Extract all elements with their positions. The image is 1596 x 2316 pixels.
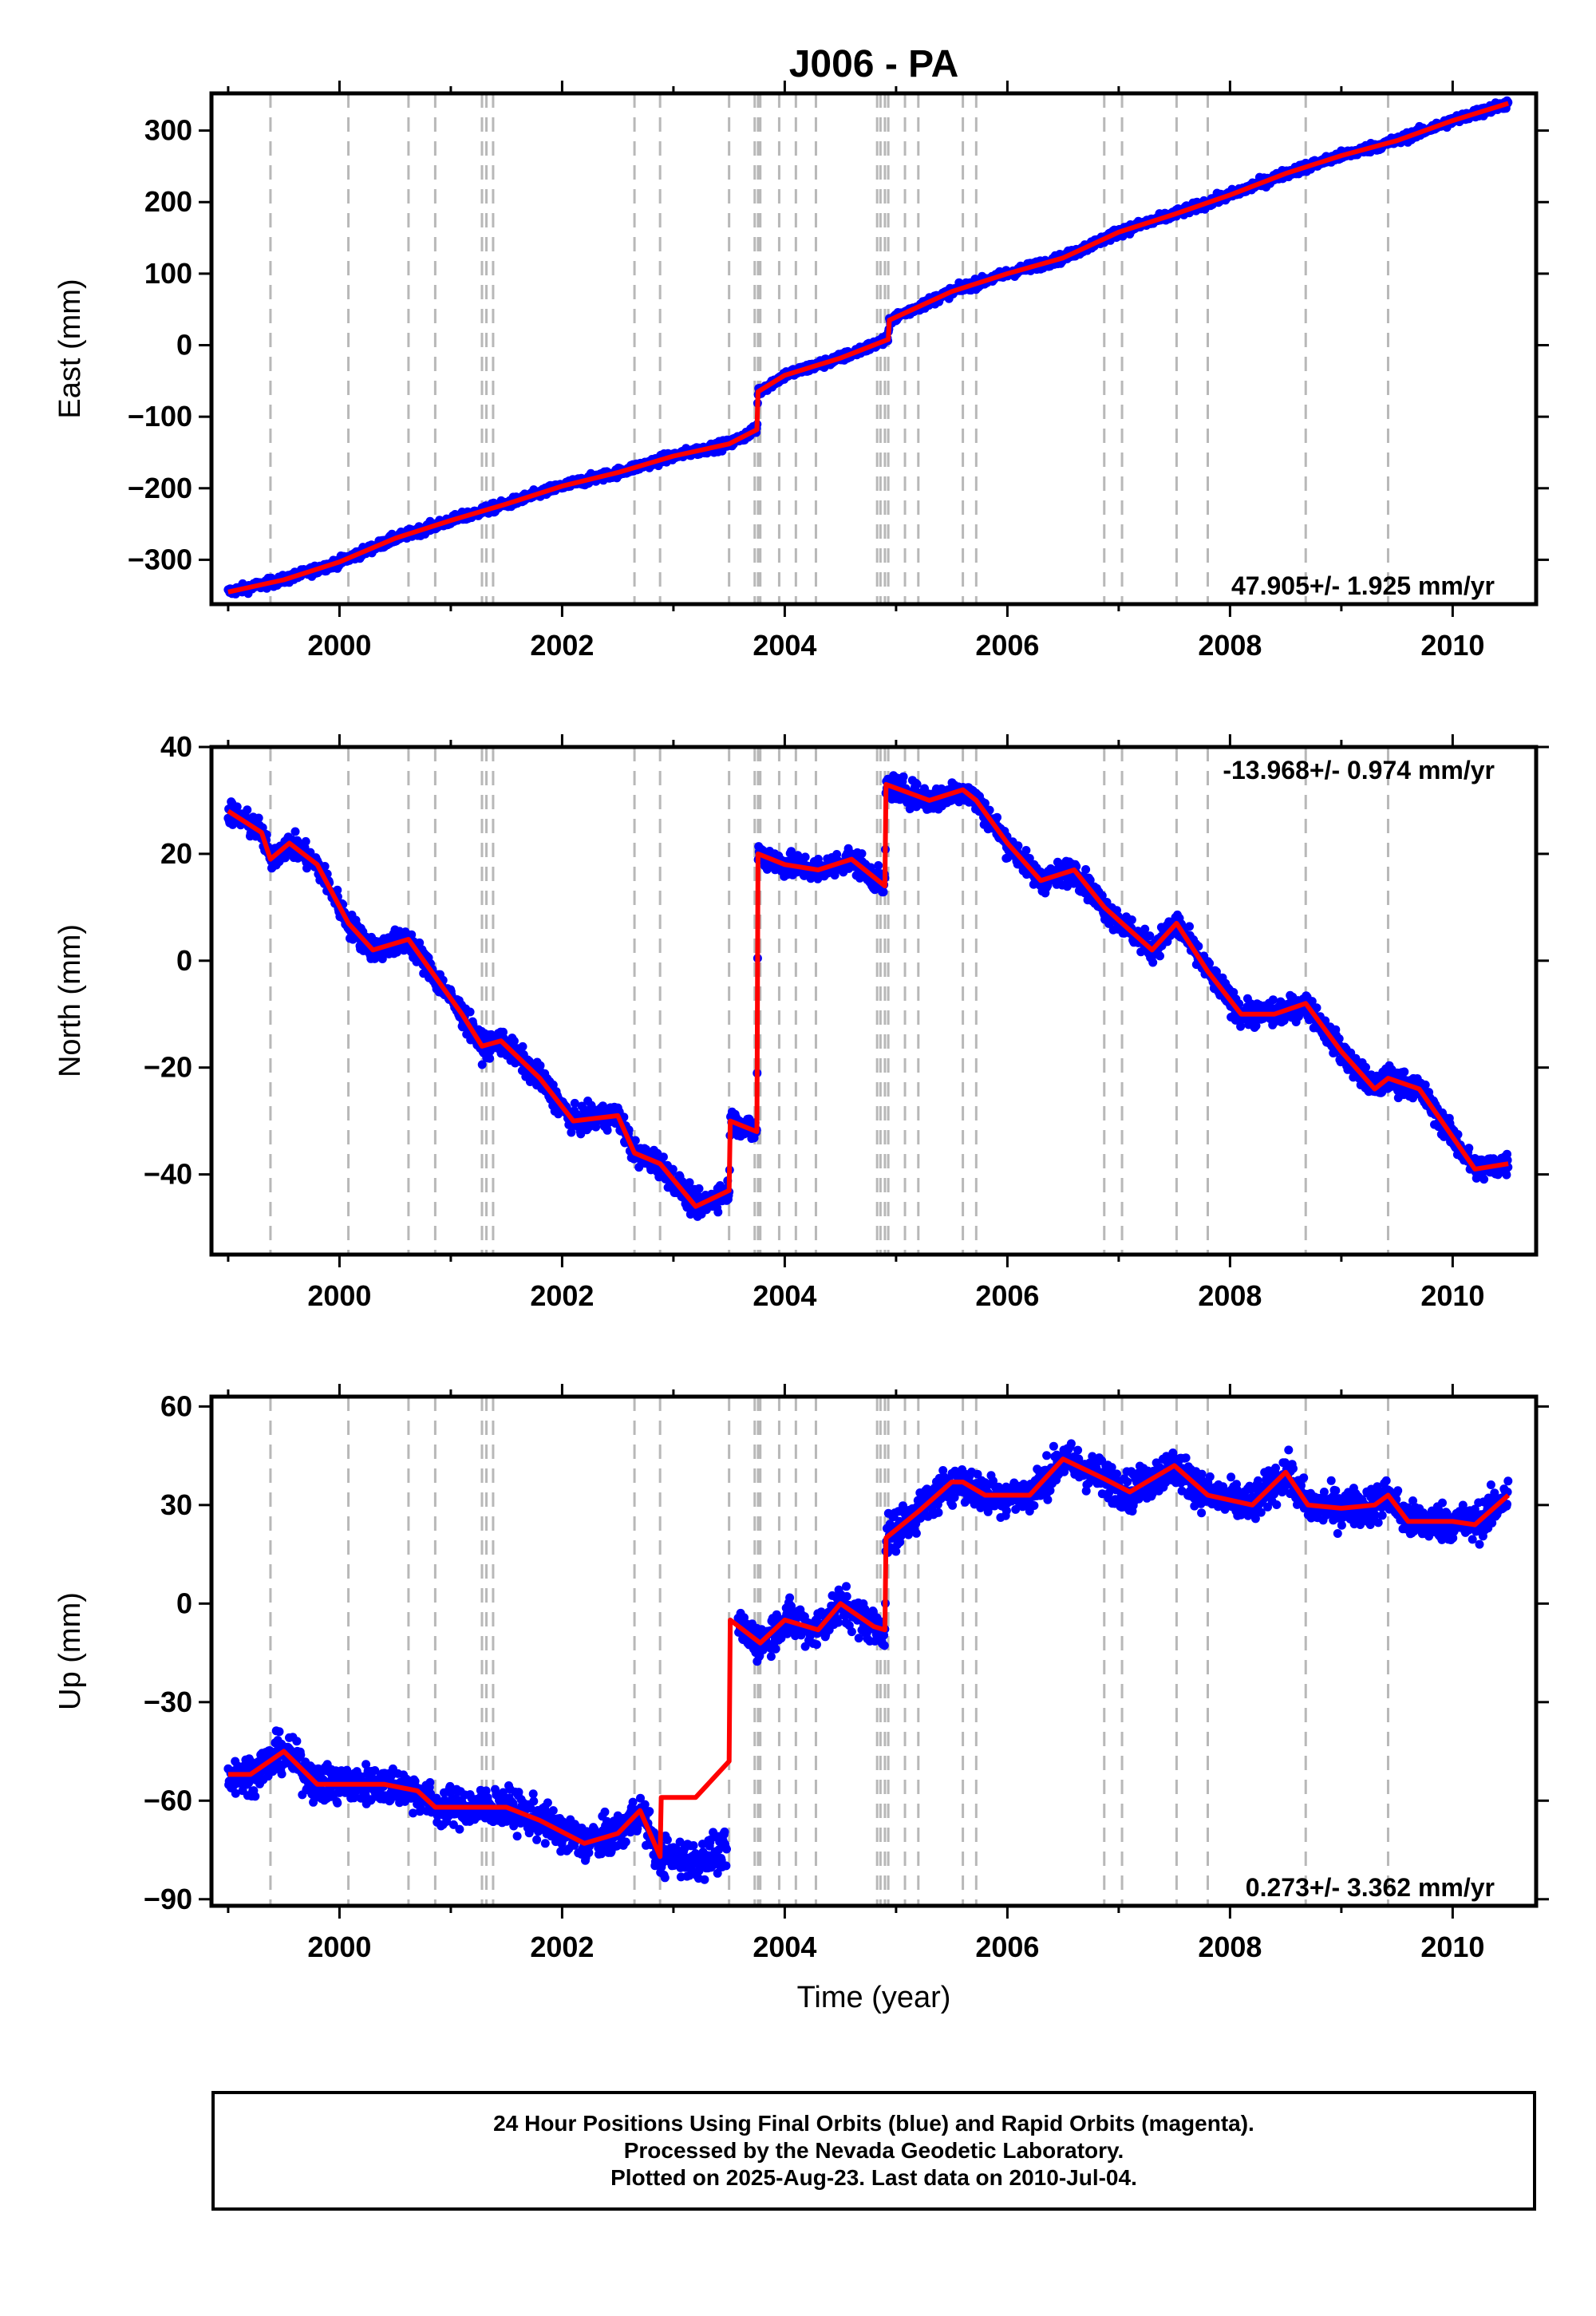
- x-tick-label: 2004: [753, 629, 816, 662]
- data-point: [874, 861, 883, 870]
- data-point: [1185, 922, 1194, 931]
- y-tick-label: 300: [144, 114, 192, 147]
- data-point: [243, 805, 252, 815]
- data-point: [857, 849, 867, 859]
- data-point: [509, 1036, 519, 1045]
- model-line: [227, 101, 1509, 595]
- y-axis-label: East (mm): [53, 279, 87, 418]
- data-point: [694, 1184, 704, 1193]
- data-point: [1268, 995, 1278, 1005]
- y-tick-label: −200: [128, 472, 192, 504]
- data-point: [301, 836, 310, 846]
- y-tick-label: −300: [128, 543, 192, 575]
- data-point: [713, 1207, 723, 1217]
- chart-title: J006 - PA: [789, 43, 959, 85]
- x-tick-label: 2010: [1420, 629, 1484, 662]
- data-point: [465, 1007, 475, 1017]
- east-panel: −300 −200 −100 0 100 200 300 2000 2002 2004 2006 20…: [53, 81, 1549, 662]
- data-point: [535, 1061, 545, 1070]
- data-point: [800, 852, 810, 862]
- data-point: [1127, 915, 1136, 925]
- data-point: [518, 1041, 527, 1051]
- data-point: [1148, 958, 1158, 967]
- y-tick-label: −100: [128, 400, 192, 433]
- rate-label: 47.905+/- 1.925 mm/yr: [1231, 571, 1495, 600]
- data-point: [658, 1152, 668, 1162]
- data-point: [912, 780, 922, 789]
- data-point: [1361, 1062, 1370, 1072]
- data-point: [290, 827, 300, 836]
- y-tick-label: 0: [176, 329, 192, 362]
- data-point: [1021, 846, 1031, 855]
- x-tick-label: 2008: [1198, 629, 1262, 662]
- x-tick-label: 2006: [975, 629, 1039, 662]
- data-point: [1081, 865, 1091, 874]
- x-tick-label: 2002: [530, 629, 594, 662]
- data-point: [1156, 951, 1164, 961]
- data-point: [993, 812, 1001, 822]
- x-tick-label: 2000: [307, 629, 371, 662]
- data-points: [223, 771, 1513, 1221]
- data-point: [899, 772, 908, 781]
- data-point: [602, 1125, 612, 1135]
- y-tick-label: 200: [144, 185, 192, 218]
- y-tick-label: 100: [144, 257, 192, 290]
